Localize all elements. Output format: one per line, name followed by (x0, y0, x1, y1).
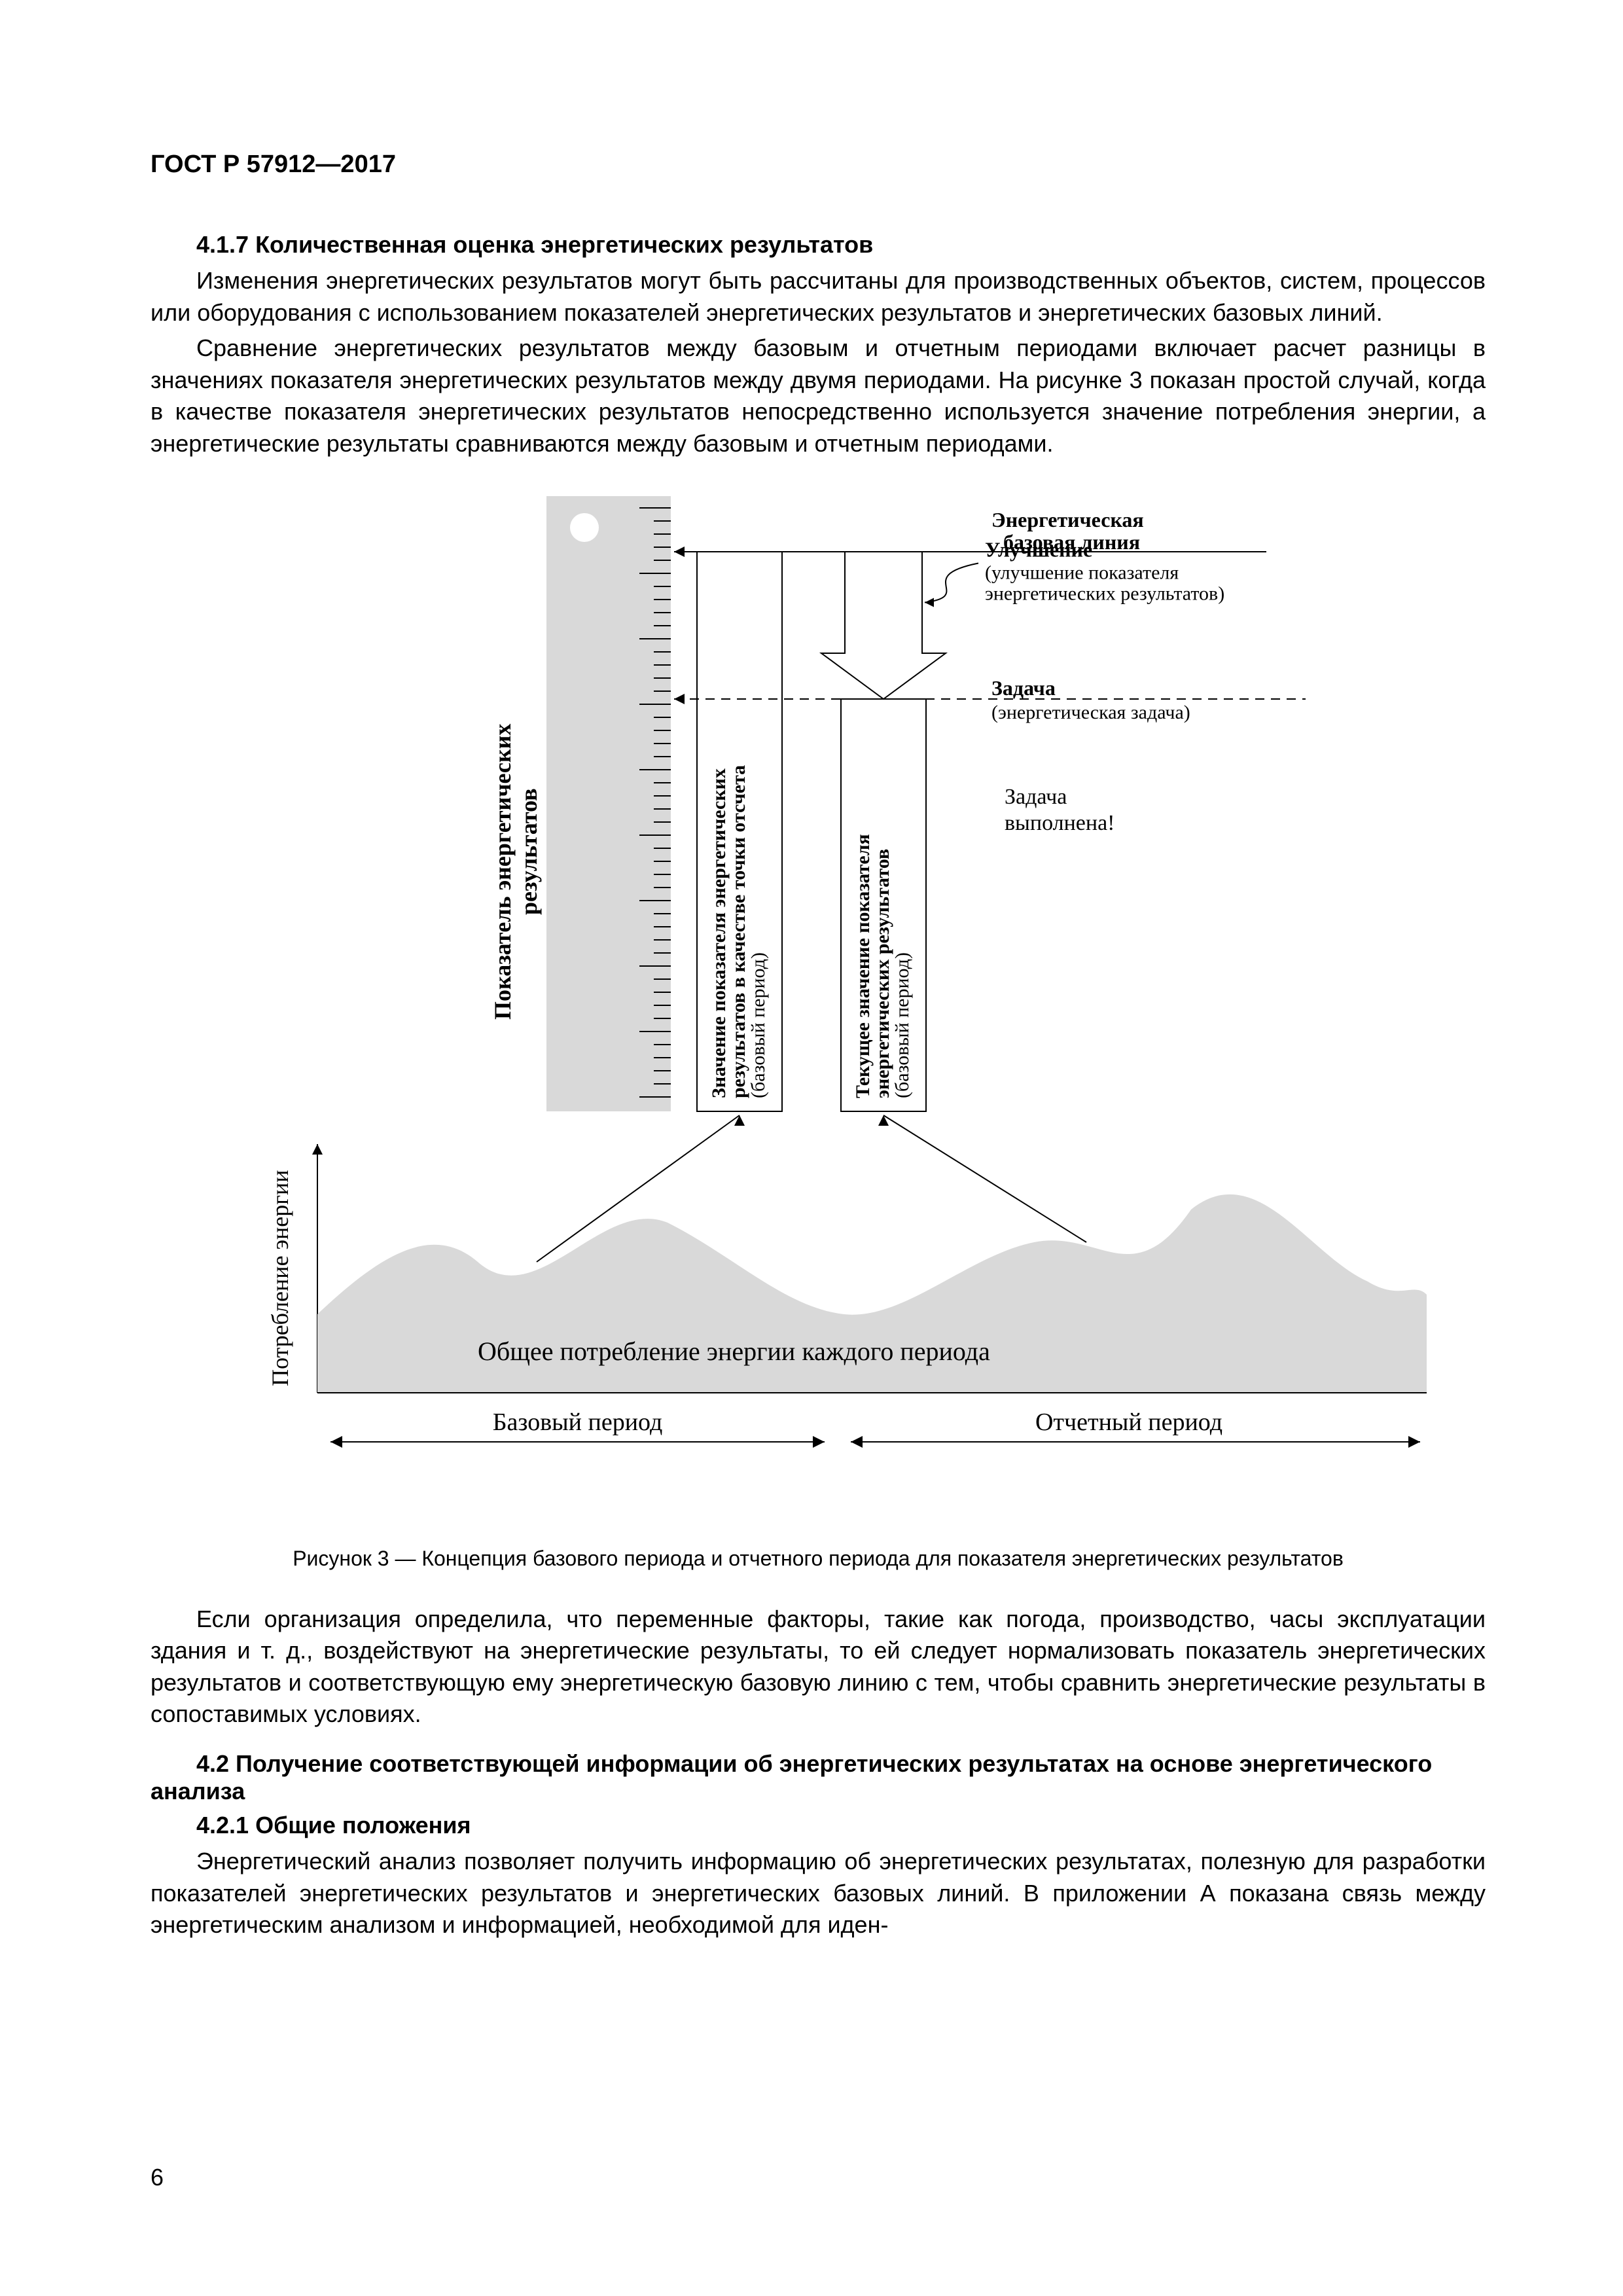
svg-text:Задача: Задача (991, 676, 1056, 700)
svg-text:результатов: результатов (516, 788, 542, 915)
heading-4-2: 4.2 Получение соответствующей информации… (151, 1750, 1486, 1805)
svg-text:Отчетный период: Отчетный период (1035, 1408, 1222, 1436)
svg-text:энергетических результатов): энергетических результатов) (985, 583, 1224, 604)
para-4-1-7-1: Изменения энергетических результатов мог… (151, 265, 1486, 329)
svg-text:Показатель энергетических: Показатель энергетических (490, 723, 516, 1019)
svg-text:Значение показателя энергетиче: Значение показателя энергетических (708, 768, 730, 1098)
para-after-fig: Если организация определила, что перемен… (151, 1604, 1486, 1731)
svg-text:(улучшение показателя: (улучшение показателя (985, 562, 1179, 583)
svg-text:Задача: Задача (1005, 785, 1067, 809)
page-number: 6 (151, 2164, 164, 2191)
svg-text:Энергетическая: Энергетическая (991, 508, 1144, 531)
svg-text:Потребление энергии: Потребление энергии (267, 1170, 293, 1386)
heading-4-2-1: 4.2.1 Общие положения (151, 1812, 1486, 1839)
figure-3-svg: Значение показателя энергетическихрезуль… (196, 490, 1440, 1511)
svg-text:(базовый период): (базовый период) (747, 952, 769, 1098)
svg-text:Текущее значение показателя: Текущее значение показателя (852, 834, 874, 1098)
figure-3: Значение показателя энергетическихрезуль… (196, 490, 1440, 1514)
svg-text:результатов в качестве точки о: результатов в качестве точки отсчета (728, 764, 749, 1098)
para-4-1-7-2: Сравнение энергетических результатов меж… (151, 332, 1486, 459)
figure-3-caption: Рисунок 3 — Концепция базового периода и… (151, 1547, 1486, 1571)
doc-code: ГОСТ Р 57912—2017 (151, 151, 1486, 179)
svg-text:Общее потребление энергии кажд: Общее потребление энергии каждого период… (478, 1336, 990, 1366)
svg-text:выполнена!: выполнена! (1005, 811, 1115, 835)
heading-4-1-7: 4.1.7 Количественная оценка энергетическ… (151, 231, 1486, 259)
svg-text:Базовый период: Базовый период (493, 1408, 663, 1436)
para-4-2-1-1: Энергетический анализ позволяет получить… (151, 1846, 1486, 1941)
svg-text:энергетических результатов: энергетических результатов (872, 848, 893, 1098)
svg-text:(энергетическая задача): (энергетическая задача) (991, 702, 1190, 723)
svg-text:(базовый период): (базовый период) (891, 952, 913, 1098)
svg-text:Улучшение: Улучшение (985, 537, 1092, 561)
